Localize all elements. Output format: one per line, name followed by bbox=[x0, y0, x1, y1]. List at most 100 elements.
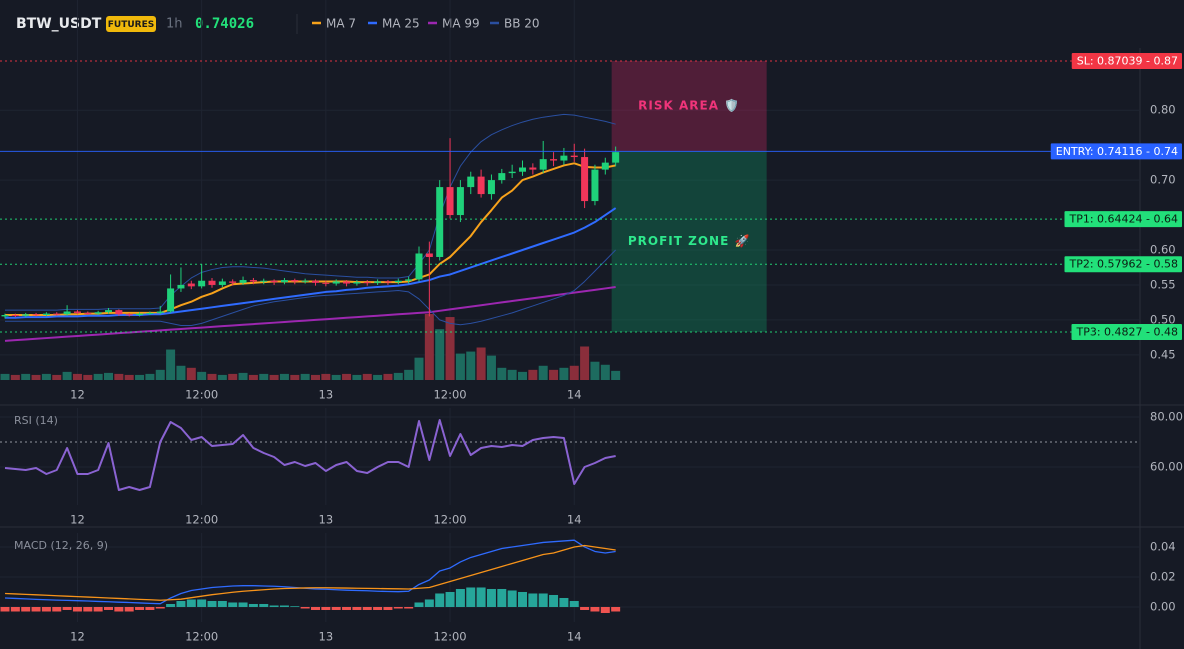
candle-body bbox=[156, 311, 164, 313]
volume-bar bbox=[528, 369, 538, 380]
histogram-bar bbox=[93, 606, 103, 612]
histogram-bar bbox=[580, 606, 590, 610]
histogram-bar bbox=[10, 606, 20, 612]
volume-bar bbox=[41, 373, 51, 380]
histogram-bar bbox=[186, 599, 196, 607]
histogram-bar bbox=[31, 606, 41, 612]
volume-bar bbox=[31, 374, 41, 380]
level-label-bg bbox=[1071, 53, 1182, 70]
histogram-bar bbox=[41, 606, 51, 612]
candle-body bbox=[508, 171, 516, 174]
volume-bar bbox=[424, 314, 434, 380]
candle-body bbox=[529, 167, 537, 170]
volume-bar bbox=[238, 372, 248, 380]
histogram-bar bbox=[455, 588, 465, 607]
y-tick-label: 0.60 bbox=[1150, 242, 1176, 256]
interval: 1h bbox=[166, 17, 183, 32]
volume-bar bbox=[414, 357, 424, 380]
candle-body bbox=[229, 281, 237, 283]
volume-bar bbox=[166, 349, 176, 380]
candle-body bbox=[467, 176, 475, 188]
histogram-bar bbox=[145, 606, 155, 610]
candle-body bbox=[105, 310, 112, 313]
volume-bar bbox=[393, 372, 403, 380]
candle-body bbox=[581, 157, 589, 202]
histogram-bar bbox=[197, 599, 207, 607]
histogram-bar bbox=[445, 591, 455, 607]
legend-label: MA 99 bbox=[442, 17, 480, 31]
zone-label: PROFIT ZONE 🚀 bbox=[628, 234, 751, 248]
volume-bar bbox=[197, 371, 207, 380]
candle-body bbox=[343, 281, 351, 284]
x-tick-label: 12:00 bbox=[185, 388, 218, 402]
candle-body bbox=[291, 280, 299, 282]
candle-body bbox=[487, 180, 495, 195]
histogram-bar bbox=[352, 606, 362, 610]
histogram-bar bbox=[497, 588, 507, 607]
level-label: TP2: 0.57962 - 0.58 bbox=[1069, 258, 1179, 271]
candle-body bbox=[394, 280, 402, 283]
candle-body bbox=[560, 155, 568, 161]
candle-body bbox=[260, 280, 268, 282]
candle-body bbox=[550, 159, 558, 161]
candle-body bbox=[477, 176, 485, 195]
histogram-bar bbox=[528, 593, 538, 607]
volume-bar bbox=[290, 374, 300, 380]
symbol: BTW_USDT bbox=[16, 16, 102, 32]
volume-bar bbox=[104, 372, 113, 380]
last-price: 0.74026 bbox=[195, 16, 254, 32]
volume-bar bbox=[135, 374, 145, 380]
candle-body bbox=[280, 280, 288, 283]
histogram-bar bbox=[342, 606, 352, 610]
volume-bar bbox=[0, 373, 10, 380]
zone-label: RISK AREA 🛡️ bbox=[638, 99, 740, 113]
volume-bar bbox=[331, 374, 341, 380]
volume-bar bbox=[435, 329, 445, 380]
y-tick-label: 60.00 bbox=[1150, 460, 1183, 474]
volume-bar bbox=[176, 365, 186, 380]
histogram-bar bbox=[518, 591, 527, 607]
candle-body bbox=[177, 284, 185, 289]
histogram-bar bbox=[21, 606, 31, 612]
volume-bar bbox=[83, 374, 93, 380]
candle-body bbox=[115, 310, 123, 315]
volume-bar bbox=[445, 317, 455, 380]
x-tick-label: 12:00 bbox=[433, 630, 466, 644]
histogram-bar bbox=[466, 587, 476, 607]
volume-bar bbox=[321, 373, 331, 380]
histogram-bar bbox=[393, 606, 403, 609]
histogram-bar bbox=[83, 606, 93, 612]
candle-body bbox=[384, 281, 392, 283]
histogram-bar bbox=[600, 606, 610, 613]
level-label: ENTRY: 0.74116 - 0.74 bbox=[1056, 145, 1178, 158]
indicator-line bbox=[5, 162, 616, 316]
histogram-bar bbox=[549, 594, 559, 607]
histogram-bar bbox=[414, 602, 424, 607]
histogram-bar bbox=[207, 600, 217, 607]
candle-body bbox=[301, 280, 309, 282]
y-tick-label: 80.00 bbox=[1150, 410, 1183, 424]
histogram-bar bbox=[290, 606, 300, 607]
candle-body bbox=[591, 169, 599, 202]
x-tick-label: 12:00 bbox=[185, 513, 218, 527]
volume-bar bbox=[611, 370, 621, 380]
indicator-line bbox=[5, 207, 617, 319]
indicator-line bbox=[5, 113, 616, 311]
y-tick-label: 0.80 bbox=[1150, 103, 1176, 117]
level-label: TP1: 0.64424 - 0.64 bbox=[1069, 213, 1179, 226]
volume-bar bbox=[590, 361, 600, 380]
volume-bar bbox=[62, 371, 72, 380]
candle-body bbox=[42, 313, 50, 315]
volume-bar bbox=[497, 367, 507, 380]
candle-body bbox=[363, 282, 371, 284]
histogram-bar bbox=[311, 606, 320, 610]
volume-bar bbox=[600, 364, 610, 380]
y-tick-label: 0.50 bbox=[1150, 312, 1176, 326]
histogram-bar bbox=[279, 605, 289, 607]
macd-line bbox=[4, 544, 616, 601]
y-tick-label: 0.04 bbox=[1150, 539, 1176, 553]
volume-bar bbox=[269, 374, 279, 380]
histogram-bar bbox=[228, 602, 238, 607]
candle-body bbox=[94, 312, 102, 314]
